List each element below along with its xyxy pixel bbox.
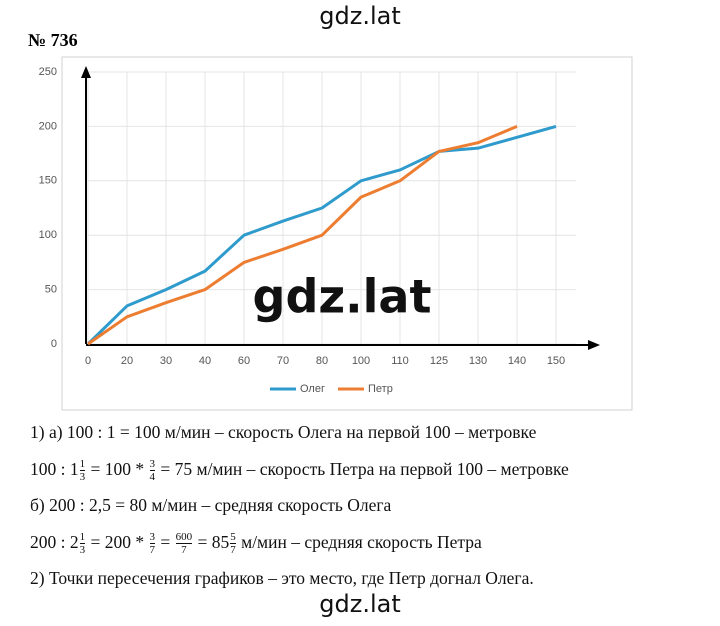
text: = 100 * xyxy=(86,458,149,479)
text: м/мин – средняя скорость Петра xyxy=(236,531,482,552)
x-tick-label: 140 xyxy=(508,355,526,367)
text: 200 : 2 xyxy=(30,531,79,552)
text: 2) Точки пересечения графиков – это мест… xyxy=(30,568,534,588)
numerator: 3 xyxy=(149,457,155,471)
text: = xyxy=(156,531,175,552)
task-number: № 736 xyxy=(28,30,78,50)
text: = 75 м/мин – скорость Петра на первой 10… xyxy=(156,458,569,479)
x-tick-label: 100 xyxy=(352,355,370,367)
solution-line: 1) а) 100 : 1 = 100 м/мин – скорость Оле… xyxy=(30,420,569,457)
y-tick-label: 0 xyxy=(51,338,57,350)
denominator: 7 xyxy=(181,543,187,556)
text: б) 200 : 2,5 = 80 м/мин – средняя скорос… xyxy=(30,495,392,515)
numerator: 3 xyxy=(149,530,155,544)
denominator: 7 xyxy=(149,543,156,556)
legend-label: Петр xyxy=(368,383,393,395)
x-arrow xyxy=(588,340,600,350)
y-tick-label: 100 xyxy=(39,229,57,241)
legend-label: Олег xyxy=(300,383,325,395)
x-tick-label: 80 xyxy=(316,355,328,367)
x-tick-label: 60 xyxy=(238,355,250,367)
text: 100 : 1 xyxy=(30,458,79,479)
numerator: 5 xyxy=(230,530,236,544)
series-line xyxy=(87,125,518,346)
y-tick-label: 250 xyxy=(39,66,57,78)
x-tick-label: 110 xyxy=(391,355,409,367)
text: 1) а) 100 : 1 = 100 м/мин – скорость Оле… xyxy=(30,422,537,442)
x-tick-label: 40 xyxy=(199,355,211,367)
fraction: 600 7 xyxy=(175,530,193,556)
watermark: gdz.lat xyxy=(253,270,432,324)
text: = 200 * xyxy=(86,531,149,552)
text: = 85 xyxy=(193,531,230,552)
series-line xyxy=(86,124,557,346)
x-tick-label: 125 xyxy=(430,355,448,367)
x-tick-label: 150 xyxy=(547,355,565,367)
solution: 1) а) 100 : 1 = 100 м/мин – скорость Оле… xyxy=(30,420,569,603)
solution-line: б) 200 : 2,5 = 80 м/мин – средняя скорос… xyxy=(30,493,569,530)
x-tick-label: 30 xyxy=(160,355,172,367)
denominator: 7 xyxy=(230,543,236,556)
x-tick-label: 70 xyxy=(277,355,289,367)
numerator: 1 xyxy=(79,530,86,544)
y-arrow xyxy=(81,66,91,78)
denominator: 3 xyxy=(79,470,86,483)
x-tick-label: 130 xyxy=(469,355,487,367)
y-tick-label: 200 xyxy=(39,120,57,132)
y-tick-label: 50 xyxy=(45,284,57,296)
denominator: 4 xyxy=(149,470,156,483)
numerator: 600 xyxy=(175,530,193,544)
solution-line: 2) Точки пересечения графиков – это мест… xyxy=(30,566,569,603)
chart-frame xyxy=(61,56,633,411)
x-tick-label: 0 xyxy=(85,355,91,367)
site-header: gdz.lat xyxy=(319,2,401,30)
site-footer: gdz.lat xyxy=(319,590,401,618)
y-tick-label: 150 xyxy=(39,175,57,187)
denominator: 3 xyxy=(79,543,86,556)
numerator: 1 xyxy=(79,457,86,471)
x-tick-label: 20 xyxy=(121,355,133,367)
